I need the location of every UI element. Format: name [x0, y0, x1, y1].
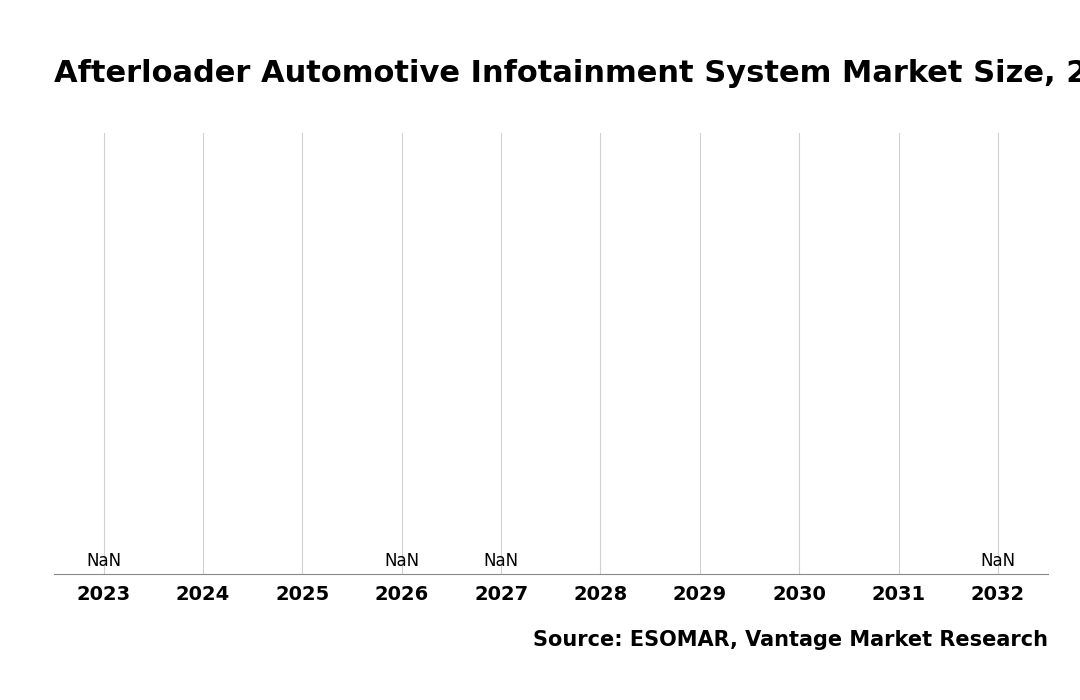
Text: NaN: NaN	[86, 552, 121, 570]
Text: Afterloader Automotive Infotainment System Market Size, 2023 To 2032 (USD Millio: Afterloader Automotive Infotainment Syst…	[54, 60, 1080, 88]
Text: NaN: NaN	[981, 552, 1015, 570]
Text: NaN: NaN	[484, 552, 518, 570]
Text: Source: ESOMAR, Vantage Market Research: Source: ESOMAR, Vantage Market Research	[532, 630, 1048, 650]
Text: NaN: NaN	[384, 552, 419, 570]
